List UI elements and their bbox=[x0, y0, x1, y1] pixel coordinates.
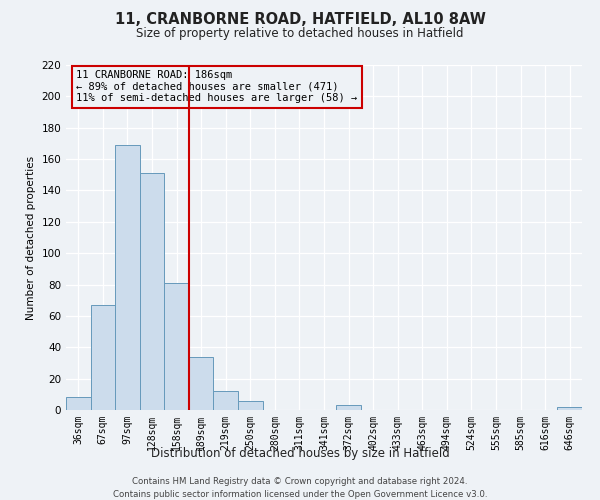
Bar bbox=[238, 400, 263, 410]
Bar bbox=[66, 398, 91, 410]
Text: Contains HM Land Registry data © Crown copyright and database right 2024.: Contains HM Land Registry data © Crown c… bbox=[132, 478, 468, 486]
Bar bbox=[336, 406, 361, 410]
Text: Contains public sector information licensed under the Open Government Licence v3: Contains public sector information licen… bbox=[113, 490, 487, 499]
Bar bbox=[115, 145, 140, 410]
Text: 11, CRANBORNE ROAD, HATFIELD, AL10 8AW: 11, CRANBORNE ROAD, HATFIELD, AL10 8AW bbox=[115, 12, 485, 28]
Bar bbox=[189, 356, 214, 410]
Bar bbox=[214, 391, 238, 410]
Bar bbox=[557, 407, 582, 410]
Y-axis label: Number of detached properties: Number of detached properties bbox=[26, 156, 36, 320]
Bar bbox=[140, 173, 164, 410]
Text: 11 CRANBORNE ROAD: 186sqm
← 89% of detached houses are smaller (471)
11% of semi: 11 CRANBORNE ROAD: 186sqm ← 89% of detac… bbox=[76, 70, 358, 103]
Bar bbox=[164, 283, 189, 410]
Bar bbox=[91, 305, 115, 410]
Text: Distribution of detached houses by size in Hatfield: Distribution of detached houses by size … bbox=[151, 448, 449, 460]
Text: Size of property relative to detached houses in Hatfield: Size of property relative to detached ho… bbox=[136, 28, 464, 40]
